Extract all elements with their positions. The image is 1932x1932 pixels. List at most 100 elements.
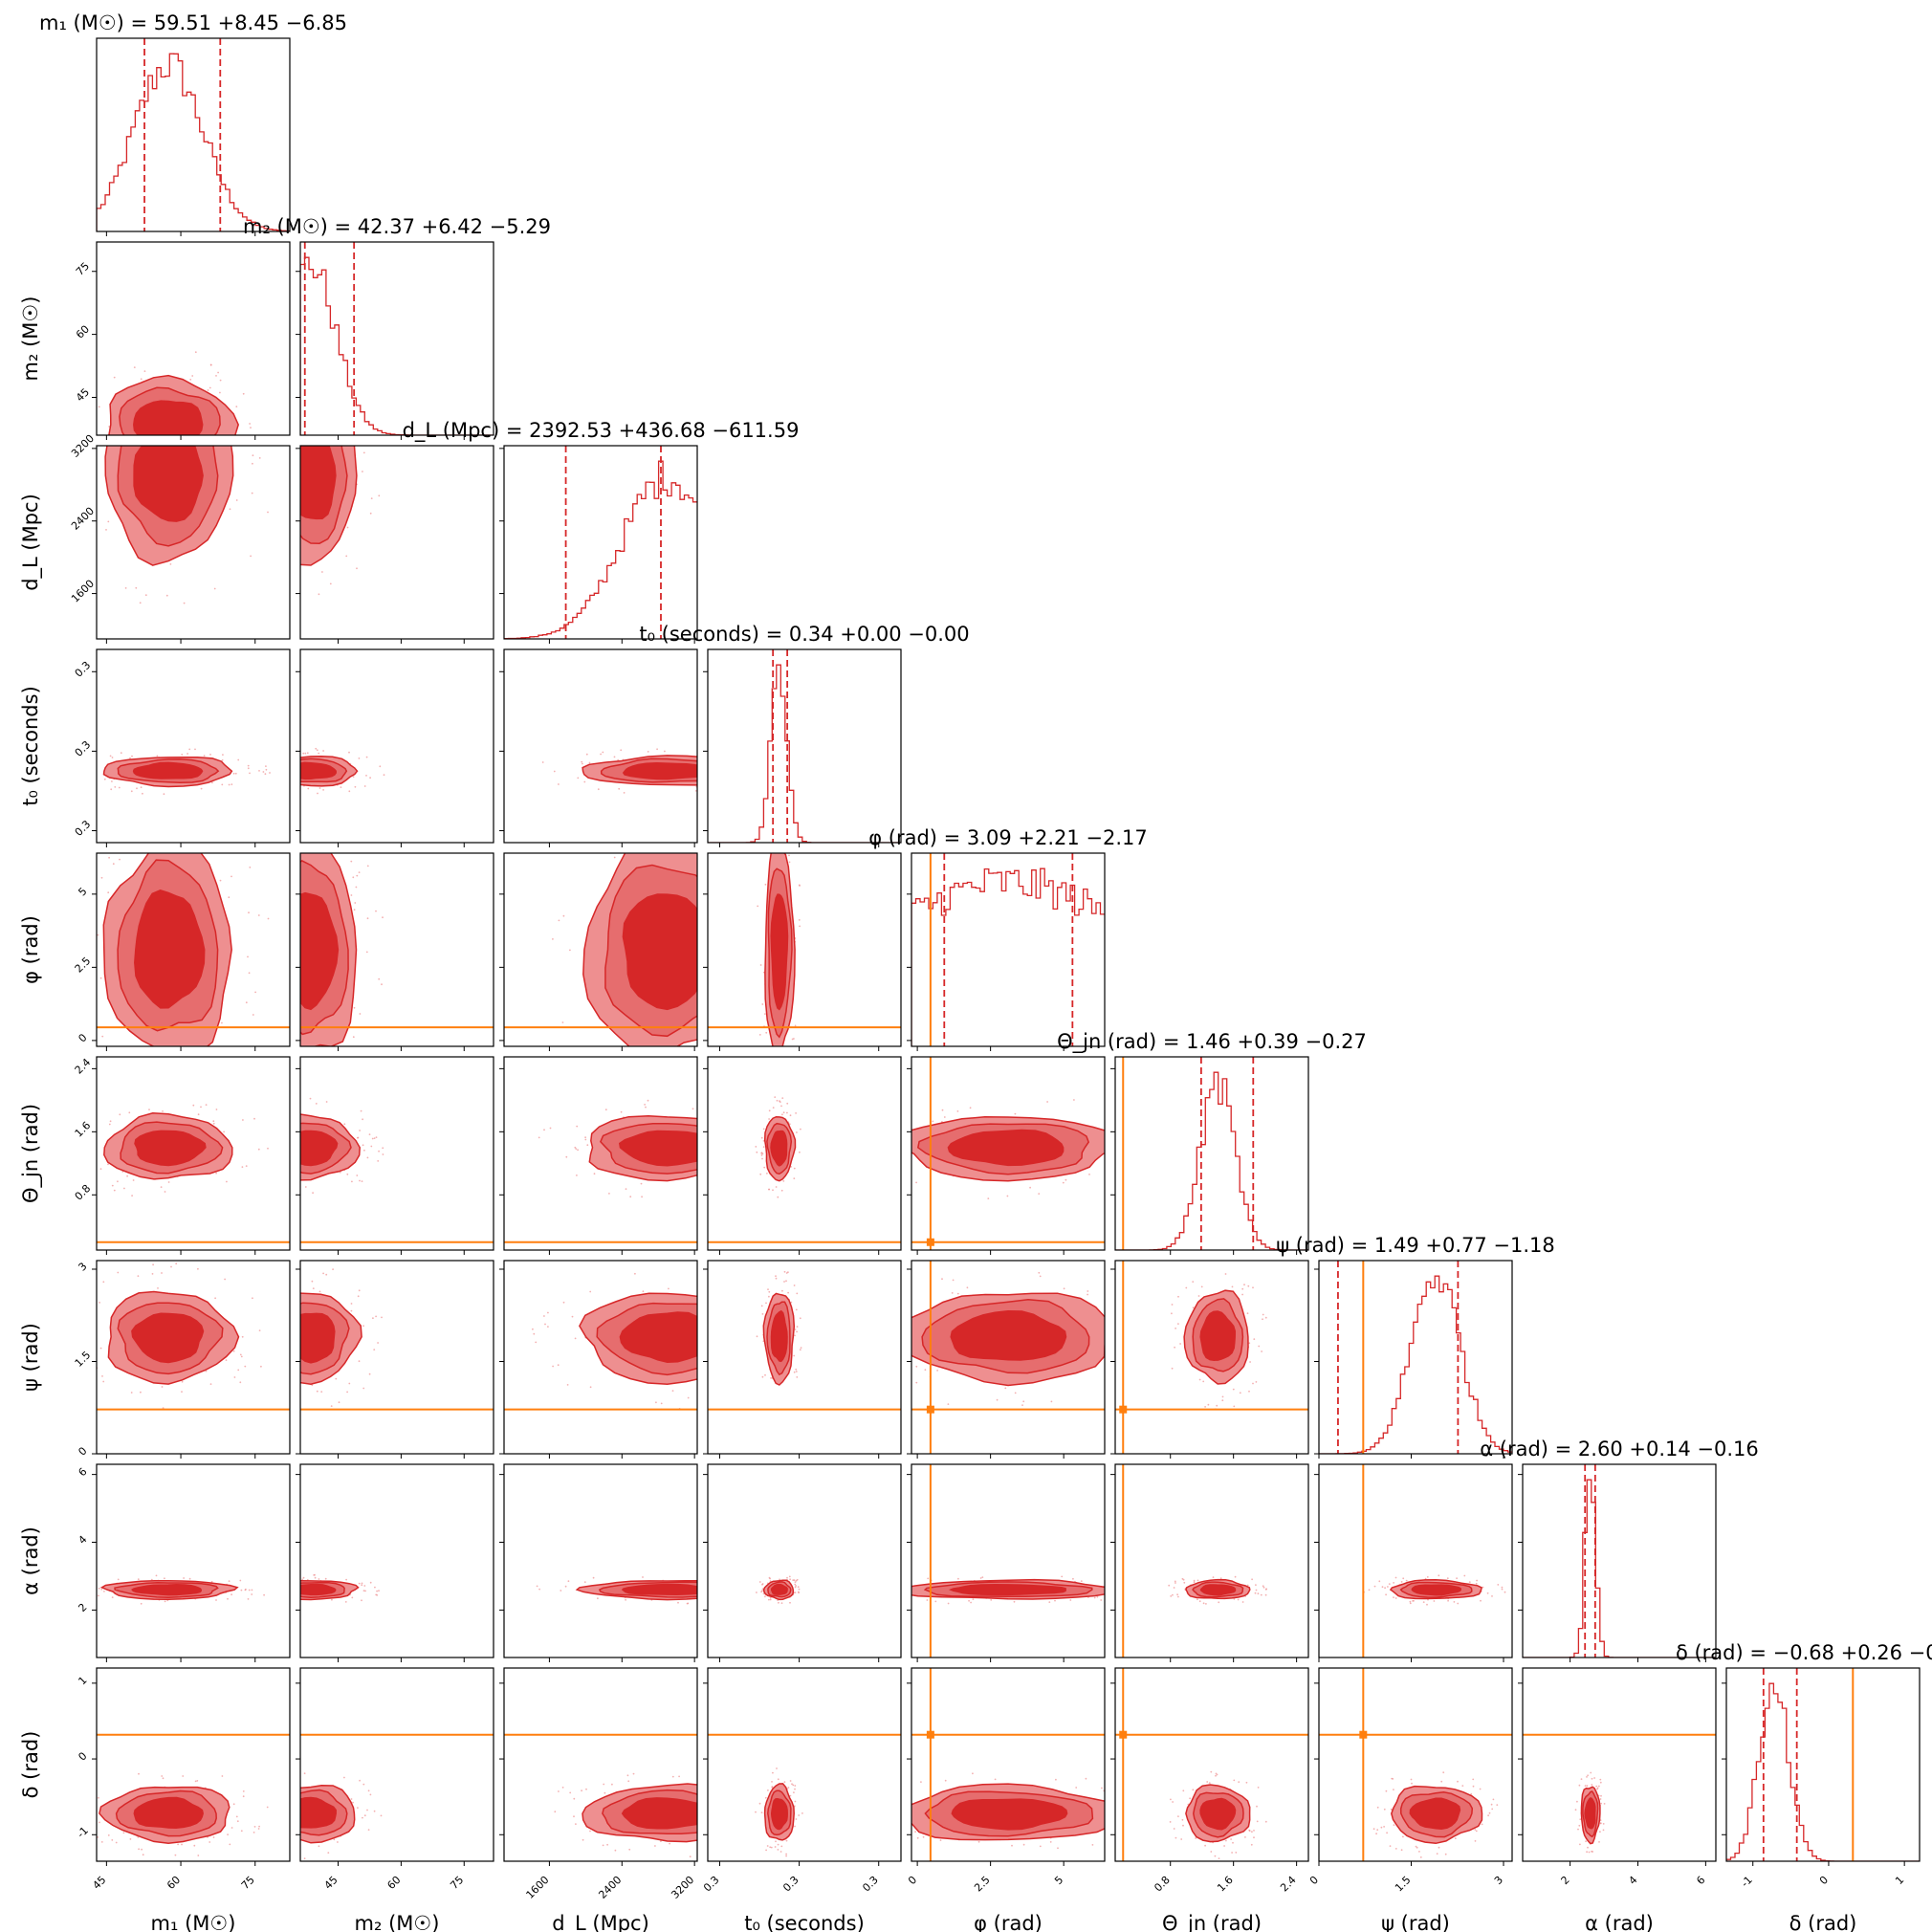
sample-point bbox=[957, 1577, 959, 1580]
sample-point bbox=[1216, 1773, 1218, 1776]
sample-point bbox=[369, 1793, 372, 1796]
sample-point bbox=[711, 1308, 713, 1310]
sample-point bbox=[749, 1806, 751, 1808]
sample-point bbox=[787, 1291, 789, 1294]
sample-point bbox=[242, 1790, 245, 1792]
sample-point bbox=[764, 1796, 767, 1799]
sample-point bbox=[635, 1110, 637, 1112]
histogram-jn-rad bbox=[1115, 1071, 1308, 1250]
panel-frame bbox=[96, 1260, 291, 1455]
sample-point bbox=[221, 783, 224, 786]
sample-point bbox=[255, 773, 257, 775]
sample-point bbox=[362, 1387, 365, 1390]
sample-point bbox=[709, 1289, 711, 1291]
sample-point bbox=[1133, 1287, 1135, 1289]
sample-point bbox=[1107, 1579, 1109, 1581]
sample-point bbox=[243, 905, 245, 907]
sample-point bbox=[252, 1784, 254, 1786]
sample-point bbox=[252, 1297, 253, 1300]
sample-point bbox=[729, 1127, 731, 1129]
sample-point bbox=[329, 383, 331, 384]
sample-point bbox=[1198, 1600, 1201, 1603]
panel-content bbox=[708, 1733, 901, 1857]
sample-point bbox=[274, 920, 275, 922]
sample-point bbox=[735, 1583, 736, 1585]
sample-point bbox=[1599, 1781, 1602, 1784]
sample-point bbox=[714, 893, 716, 895]
sample-point bbox=[944, 1779, 947, 1782]
panel-jn-rad-vs-t-seconds bbox=[703, 1056, 902, 1255]
panel-title: m₂ (M☉) = 42.37 +6.42 −5.29 bbox=[243, 215, 551, 238]
panel-content bbox=[104, 391, 269, 604]
sample-point bbox=[240, 1830, 243, 1833]
sample-point bbox=[245, 1001, 248, 1004]
sample-point bbox=[793, 1284, 796, 1286]
sample-point bbox=[345, 555, 348, 558]
sample-point bbox=[362, 1590, 365, 1592]
sample-point bbox=[1224, 1273, 1227, 1275]
axis-label-y: ψ (rad) bbox=[19, 1323, 42, 1392]
sample-point bbox=[329, 582, 332, 585]
sample-point bbox=[357, 1136, 359, 1139]
sample-point bbox=[263, 1153, 265, 1155]
sample-point bbox=[277, 750, 279, 752]
sample-point bbox=[714, 1366, 715, 1368]
sample-point bbox=[657, 1069, 659, 1071]
sample-point bbox=[266, 965, 268, 967]
sample-point bbox=[118, 786, 121, 789]
sample-point bbox=[115, 391, 117, 393]
sample-point bbox=[339, 1171, 341, 1174]
panel-frame bbox=[96, 241, 291, 436]
sample-point bbox=[243, 1591, 245, 1592]
sample-point bbox=[1586, 1851, 1588, 1854]
sample-point bbox=[780, 1845, 783, 1848]
sample-point bbox=[219, 391, 221, 394]
sample-point bbox=[69, 1352, 71, 1354]
sample-point bbox=[1393, 1789, 1394, 1790]
sample-point bbox=[1456, 1577, 1458, 1580]
sample-point bbox=[1253, 1338, 1256, 1340]
sample-point bbox=[773, 845, 775, 846]
sample-point bbox=[1100, 1599, 1103, 1601]
sample-point bbox=[235, 499, 238, 501]
sample-point bbox=[162, 1110, 164, 1112]
sample-point bbox=[252, 462, 253, 465]
sample-point bbox=[1474, 1840, 1477, 1842]
sample-point bbox=[743, 1816, 745, 1818]
panel-frame bbox=[96, 852, 291, 1047]
sample-point bbox=[780, 1189, 783, 1192]
tick-label: 4 bbox=[76, 1533, 89, 1547]
sample-point bbox=[378, 494, 381, 497]
sample-point bbox=[766, 866, 768, 867]
tick-label: 45 bbox=[322, 1874, 340, 1892]
sample-point bbox=[240, 1589, 243, 1592]
sample-point bbox=[779, 1107, 780, 1109]
sample-point bbox=[1426, 1603, 1428, 1606]
panel-frame bbox=[1522, 1667, 1717, 1862]
sample-point bbox=[574, 1146, 577, 1149]
sample-point bbox=[1476, 1579, 1478, 1582]
contour-inner bbox=[134, 889, 206, 1009]
sample-point bbox=[165, 594, 168, 597]
sample-point bbox=[343, 1123, 346, 1126]
sample-point bbox=[932, 1120, 934, 1123]
sample-point bbox=[956, 1292, 959, 1295]
sample-point bbox=[914, 1831, 916, 1833]
sample-point bbox=[279, 1777, 281, 1779]
sample-point bbox=[294, 1194, 296, 1196]
sample-point bbox=[1210, 1770, 1213, 1773]
sample-point bbox=[99, 1347, 102, 1350]
sample-point bbox=[694, 790, 697, 792]
sample-point bbox=[771, 1781, 773, 1783]
sample-point bbox=[741, 781, 743, 783]
sample-point bbox=[1595, 1785, 1598, 1788]
sample-point bbox=[1394, 1576, 1397, 1579]
sample-point bbox=[235, 406, 238, 407]
sample-point bbox=[794, 1592, 797, 1593]
sample-point bbox=[732, 1054, 734, 1056]
sample-point bbox=[381, 983, 383, 986]
sample-point bbox=[250, 1597, 252, 1599]
sample-point bbox=[786, 1576, 788, 1579]
sample-point bbox=[241, 1335, 244, 1338]
